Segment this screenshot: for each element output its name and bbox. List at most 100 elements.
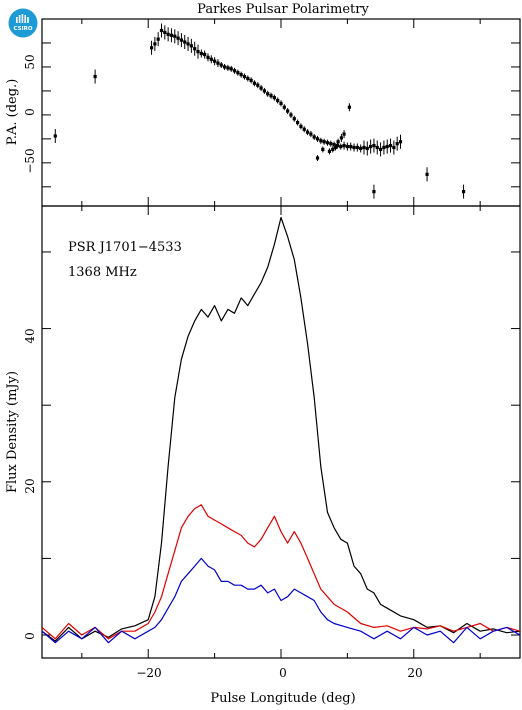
- pa-point: [331, 147, 335, 152]
- total-intensity-line: [41, 216, 521, 642]
- pa-point: [327, 149, 332, 153]
- pa-point: [229, 67, 233, 71]
- pa-point: [269, 94, 273, 98]
- pa-point: [249, 78, 253, 82]
- pa-point: [53, 134, 57, 138]
- csiro-logo-text: CSIRO: [13, 26, 32, 32]
- pa-point: [369, 144, 373, 149]
- pa-point: [332, 143, 336, 147]
- pa-axes: [42, 19, 520, 206]
- pa-point: [226, 66, 230, 70]
- pa-point: [375, 145, 379, 150]
- pa-point: [392, 145, 396, 150]
- circular-polarization-line: [41, 557, 521, 644]
- flux-ylabel: Flux Density (mJy): [5, 371, 20, 493]
- pa-point: [239, 73, 243, 77]
- pa-point: [335, 143, 340, 148]
- pa-point: [342, 132, 346, 136]
- xtick-label-neg20: −20: [136, 666, 161, 680]
- pa-point: [295, 120, 300, 125]
- pa-ytick-label-neg50: −50: [23, 148, 37, 173]
- pa-point: [385, 144, 389, 149]
- pa-point: [163, 30, 167, 35]
- pa-point: [149, 46, 154, 50]
- pa-ytick-label-0: 0: [23, 108, 37, 116]
- pa-point: [279, 101, 283, 105]
- pa-point: [292, 117, 296, 121]
- pa-point: [336, 140, 340, 144]
- csiro-logo: CSIRO: [8, 8, 38, 38]
- pa-point: [333, 145, 338, 150]
- xtick-label-20: 20: [407, 666, 422, 680]
- pa-point: [398, 140, 403, 144]
- flux-series: [41, 216, 521, 644]
- pa-point: [206, 55, 210, 59]
- pa-point: [176, 36, 180, 40]
- flux-ytick-label-0: 0: [23, 632, 37, 640]
- pa-point: [378, 147, 383, 152]
- flux-xlabel: Pulse Longitude (deg): [210, 691, 355, 706]
- pa-point: [299, 124, 303, 129]
- linear-polarization-line: [41, 504, 521, 640]
- pa-point: [266, 92, 270, 96]
- pa-point: [382, 145, 386, 150]
- pa-ytick-label-50: 50: [23, 54, 37, 69]
- flux-panel: PSR J1701−4533 1368 MHz Flux Density (mJ…: [5, 205, 521, 706]
- pa-panel-frame: [41, 18, 521, 207]
- pa-point: [216, 61, 220, 65]
- pa-point: [262, 89, 267, 93]
- pa-point: [339, 144, 343, 149]
- pa-point: [232, 69, 237, 73]
- pa-point: [339, 136, 344, 140]
- pa-point: [272, 96, 276, 100]
- pa-point: [321, 147, 325, 152]
- flux-axes: [42, 206, 520, 658]
- pa-point: [461, 190, 466, 194]
- pa-point: [286, 109, 290, 113]
- pa-point: [305, 130, 310, 134]
- flux-ytick-label-20: 20: [23, 478, 37, 493]
- pa-point: [325, 141, 330, 145]
- pa-point: [199, 51, 203, 56]
- pa-point: [256, 83, 260, 87]
- pa-point: [342, 143, 346, 148]
- pa-point: [196, 50, 200, 54]
- pa-point: [203, 52, 207, 57]
- pa-point: [173, 34, 177, 38]
- pa-point: [315, 137, 320, 141]
- figure-title: Parkes Pulsar Polarimetry: [197, 2, 369, 17]
- xtick-label-0: 0: [279, 666, 287, 680]
- pa-point: [159, 28, 164, 33]
- pa-point: [169, 33, 174, 37]
- pa-point: [309, 132, 313, 136]
- pulsar-name-annotation: PSR J1701−4533: [68, 240, 182, 255]
- pa-point: [329, 142, 333, 146]
- pa-point: [179, 38, 184, 42]
- pa-point: [365, 146, 369, 151]
- pa-ylabel: P.A. (deg.): [5, 79, 20, 146]
- pa-panel: P.A. (deg.) −50 0 50: [5, 18, 521, 207]
- pa-point: [349, 144, 353, 149]
- frequency-annotation: 1368 MHz: [68, 265, 137, 280]
- pa-point: [242, 74, 247, 79]
- pa-point: [282, 105, 286, 109]
- pa-point: [289, 113, 293, 117]
- pa-point: [322, 140, 326, 144]
- pa-points: [53, 23, 466, 199]
- pa-point: [302, 127, 306, 131]
- pa-point: [372, 190, 376, 194]
- pa-point: [388, 143, 393, 148]
- pa-point: [276, 98, 280, 103]
- pa-point: [213, 59, 217, 63]
- pa-point: [186, 42, 190, 46]
- pa-point: [347, 105, 351, 109]
- pa-point: [156, 37, 160, 41]
- pa-point: [252, 81, 257, 85]
- pa-point: [153, 42, 157, 46]
- pa-point: [219, 63, 223, 67]
- pa-point: [359, 146, 363, 151]
- pa-point: [352, 145, 356, 150]
- pa-point: [319, 139, 323, 143]
- pa-point: [236, 71, 240, 75]
